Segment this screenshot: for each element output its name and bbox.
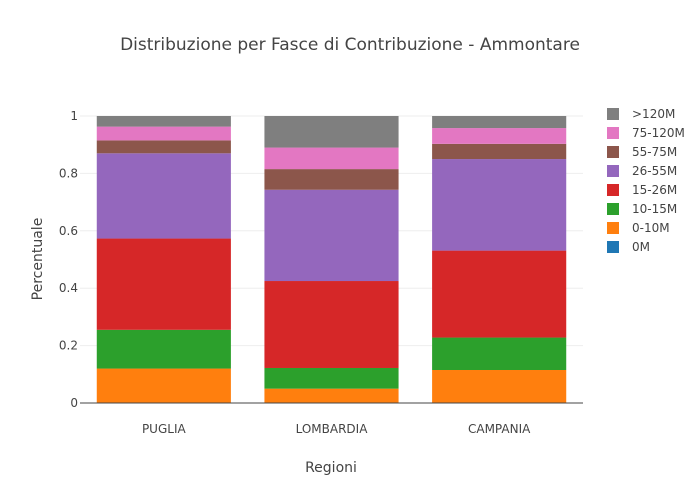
bar-puglia-6[interactable] bbox=[96, 126, 231, 141]
y-axis-title: Percentuale bbox=[30, 218, 46, 301]
legend-label[interactable]: 55-75M bbox=[632, 145, 677, 159]
legend-label[interactable]: 15-26M bbox=[632, 183, 677, 197]
y-tick-label: 0 bbox=[70, 396, 78, 410]
y-tick-label: 0.6 bbox=[59, 224, 78, 238]
bar-puglia-5[interactable] bbox=[96, 140, 231, 154]
bar-puglia-4[interactable] bbox=[96, 153, 231, 239]
legend-label[interactable]: >120M bbox=[632, 107, 675, 121]
bar-puglia-3[interactable] bbox=[96, 238, 231, 330]
bar-lombardia-7[interactable] bbox=[264, 116, 399, 148]
bar-campania-6[interactable] bbox=[432, 128, 567, 144]
legend-label[interactable]: 0M bbox=[632, 240, 650, 254]
y-tick-labels: 0 0.2 0.4 0.6 0.8 1 bbox=[59, 109, 78, 410]
bar-campania-5[interactable] bbox=[432, 143, 567, 160]
chart-title: Distribuzione per Fasce di Contribuzione… bbox=[120, 35, 580, 55]
legend-label[interactable]: 10-15M bbox=[632, 202, 677, 216]
y-tick-label: 0.2 bbox=[59, 339, 78, 353]
x-tick-label: LOMBARDIA bbox=[296, 422, 369, 436]
bar-campania-2[interactable] bbox=[432, 337, 567, 370]
bars bbox=[96, 116, 567, 403]
y-tick-label: 0.8 bbox=[59, 166, 78, 180]
x-tick-labels: PUGLIA LOMBARDIA CAMPANIA bbox=[142, 422, 531, 436]
bar-lombardia-2[interactable] bbox=[264, 367, 399, 389]
bar-lombardia-6[interactable] bbox=[264, 147, 399, 170]
legend-swatch[interactable] bbox=[607, 165, 619, 177]
y-tick-label: 1 bbox=[70, 109, 78, 123]
legend-swatch[interactable] bbox=[607, 222, 619, 234]
bar-lombardia-1[interactable] bbox=[264, 388, 399, 403]
bar-lombardia-5[interactable] bbox=[264, 169, 399, 190]
x-axis-title: Regioni bbox=[305, 460, 357, 476]
legend-swatch[interactable] bbox=[607, 146, 619, 158]
legend: >120M 75-120M 55-75M 26-55M 15-26M 10-15M 0-10… bbox=[607, 107, 685, 254]
bar-campania-4[interactable] bbox=[432, 159, 567, 251]
legend-label[interactable]: 26-55M bbox=[632, 164, 677, 178]
legend-swatch[interactable] bbox=[607, 108, 619, 120]
legend-swatch[interactable] bbox=[607, 241, 619, 253]
bar-campania-7[interactable] bbox=[432, 116, 567, 129]
bar-puglia-7[interactable] bbox=[96, 116, 231, 127]
bar-campania-3[interactable] bbox=[432, 250, 567, 338]
legend-swatch[interactable] bbox=[607, 184, 619, 196]
bar-lombardia-3[interactable] bbox=[264, 281, 399, 368]
bar-puglia-2[interactable] bbox=[96, 329, 231, 369]
bar-puglia-1[interactable] bbox=[96, 368, 231, 403]
bar-campania-1[interactable] bbox=[432, 369, 567, 403]
bar-lombardia-4[interactable] bbox=[264, 189, 399, 282]
legend-swatch[interactable] bbox=[607, 203, 619, 215]
legend-label[interactable]: 0-10M bbox=[632, 221, 670, 235]
x-tick-label: CAMPANIA bbox=[468, 422, 531, 436]
y-tick-label: 0.4 bbox=[59, 281, 78, 295]
legend-label[interactable]: 75-120M bbox=[632, 126, 685, 140]
x-tick-label: PUGLIA bbox=[142, 422, 187, 436]
legend-swatch[interactable] bbox=[607, 127, 619, 139]
